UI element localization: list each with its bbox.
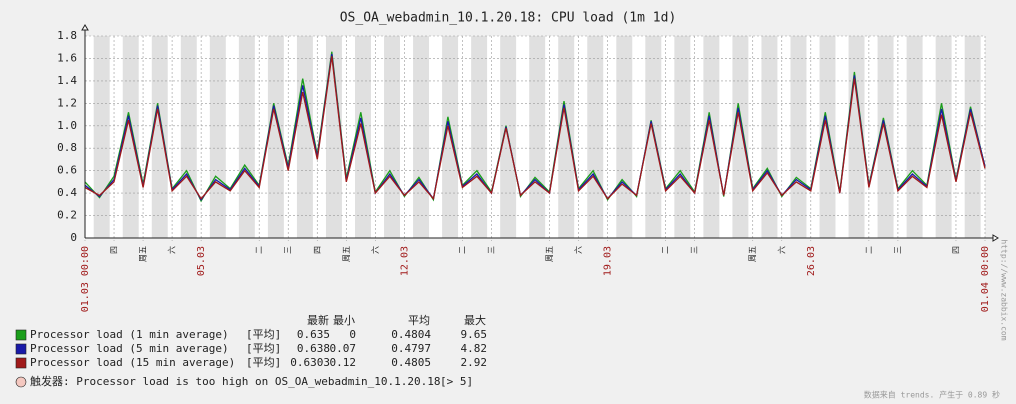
legend-function: [平均] [246, 328, 281, 341]
shade-band [703, 36, 720, 238]
shade-band [616, 36, 633, 238]
legend-label: Processor load (5 min average) [30, 342, 229, 355]
shade-band [645, 36, 662, 238]
x-tick-label: 六 [370, 246, 380, 254]
x-tick-label: 12.03 [399, 246, 410, 276]
shade-band [529, 36, 546, 238]
x-tick-label: 26.03 [806, 246, 817, 276]
shade-band [819, 36, 836, 238]
x-tick-label: 二 [661, 246, 670, 254]
x-tick-label: 周五 [139, 246, 148, 262]
shade-band [384, 36, 400, 238]
legend-swatch [15, 357, 27, 369]
footer: 数据来自 trends. 产生于 0.89 秒 [864, 390, 1000, 400]
legend-stat: 0 [349, 328, 356, 341]
x-tick-label: 周五 [342, 246, 351, 262]
shade-band [790, 36, 807, 238]
shade-band [209, 36, 226, 238]
legend-stat: 0.07 [330, 342, 357, 355]
legend-function: [平均] [246, 342, 281, 355]
y-tick-label: 0.8 [57, 141, 77, 154]
trigger-text: 触发器: Processor load is too high on OS_OA… [30, 374, 441, 388]
legend-stat: 0.4797 [391, 342, 431, 355]
legend-swatch [15, 343, 27, 355]
y-tick-label: 0.2 [57, 209, 77, 222]
x-tick-label: 三 [487, 246, 496, 254]
shade-band [935, 36, 952, 238]
legend-label: Processor load (1 min average) [30, 328, 229, 341]
legend-stat: 0.635 [297, 328, 330, 341]
stat-header: 最大 [464, 313, 486, 327]
x-tick-label: 二 [864, 246, 873, 254]
shade-band [296, 36, 313, 238]
shade-band [964, 36, 981, 238]
x-tick-label: 19.03 [603, 246, 614, 276]
shade-band [471, 36, 488, 238]
shade-band [267, 36, 284, 238]
y-tick-label: 1.0 [57, 119, 77, 132]
shade-band [906, 36, 923, 238]
legend-stat: 0.6303 [290, 356, 330, 369]
x-tick-label: 05.03 [196, 246, 207, 276]
x-tick-label: 六 [573, 246, 583, 254]
legend-stat: 2.92 [461, 356, 488, 369]
axis-arrow [992, 234, 999, 242]
series-line [84, 56, 986, 201]
trigger-condition: [> 5] [440, 375, 473, 388]
stat-header: 平均 [408, 314, 430, 327]
shade-band [761, 36, 778, 238]
shade-band [93, 36, 110, 238]
shade-band [674, 36, 691, 238]
x-tick-label: 六 [776, 246, 786, 254]
x-tick-label: 三 [893, 246, 902, 254]
legend-swatch [15, 329, 27, 341]
legend-stat: 0.4805 [391, 356, 431, 369]
y-tick-label: 0.6 [57, 164, 77, 177]
y-tick-label: 1.6 [57, 51, 77, 64]
shade-band [122, 36, 139, 238]
shade-band [325, 36, 342, 238]
stat-header: 最小 [333, 314, 355, 327]
x-tick-label: 周五 [748, 246, 757, 262]
legend-stat: 0.638 [297, 342, 330, 355]
shade-band [180, 36, 197, 238]
x-tick-label: 01.04 00:00 [980, 246, 991, 312]
shade-band [732, 36, 749, 238]
legend-stat: 0.12 [330, 356, 357, 369]
shade-band [587, 36, 604, 238]
y-tick-label: 0 [70, 231, 77, 244]
x-tick-label: 周五 [545, 246, 554, 262]
y-tick-label: 1.8 [57, 29, 77, 42]
x-tick-label: 六 [167, 246, 177, 254]
x-tick-label: 四 [951, 246, 960, 254]
chart-title: OS_OA_webadmin_10.1.20.18: CPU load (1m … [340, 11, 677, 26]
legend-stat: 0.4804 [391, 328, 431, 341]
shade-band [877, 36, 894, 238]
legend-stat: 9.65 [461, 328, 488, 341]
side-text: http://www.zabbix.com [1000, 239, 1009, 340]
legend-label: Processor load (15 min average) [30, 356, 235, 369]
y-tick-label: 1.4 [57, 74, 77, 87]
shade-band [238, 36, 255, 238]
legend-function: [平均] [246, 356, 281, 369]
x-tick-label: 二 [458, 246, 467, 254]
legend-stat: 4.82 [461, 342, 488, 355]
x-tick-label: 四 [110, 246, 119, 254]
x-tick-label: 三 [690, 246, 699, 254]
shade-band [151, 36, 168, 238]
x-tick-label: 四 [313, 246, 322, 254]
y-tick-label: 1.2 [57, 96, 77, 109]
trigger-icon [15, 376, 27, 388]
stat-header: 最新 [307, 313, 329, 327]
x-tick-label: 二 [255, 246, 264, 254]
x-tick-label: 01.03 00:00 [80, 246, 91, 312]
x-tick-label: 三 [284, 246, 293, 254]
shade-band [413, 36, 430, 238]
shade-band [558, 36, 575, 238]
y-tick-label: 0.4 [57, 186, 77, 199]
axis-arrow [81, 24, 89, 31]
